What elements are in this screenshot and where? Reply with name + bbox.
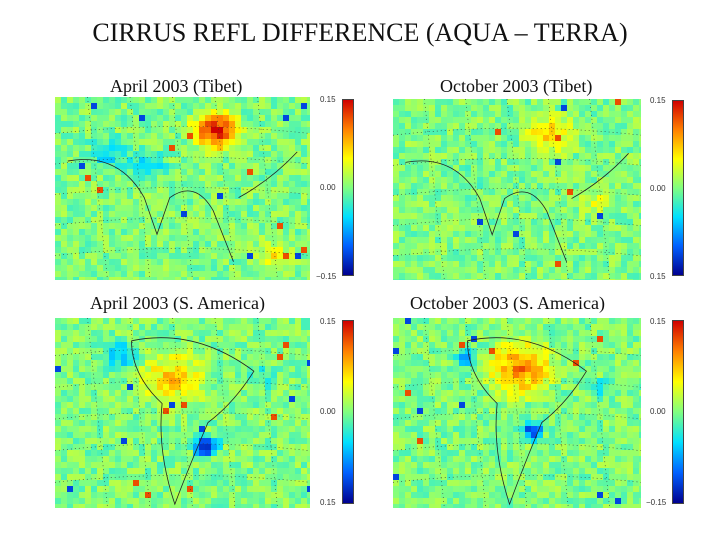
colorbar [672, 100, 684, 276]
panel-label: October 2003 (Tibet) [440, 76, 593, 96]
colorbar-mid-label: 0.00 [320, 183, 336, 192]
colorbar-mid-label: 0.00 [650, 184, 666, 193]
panel-label: April 2003 (Tibet) [110, 76, 243, 96]
map-field [393, 99, 641, 280]
colorbar-min-label: 0.15 [650, 272, 666, 281]
colorbar-min-label: −0.15 [646, 498, 667, 507]
map-field [55, 318, 310, 508]
colorbar-max-label: 0.15 [320, 95, 336, 104]
coastline [67, 151, 298, 262]
colorbar-max-label: 0.15 [650, 96, 666, 105]
panel-label: April 2003 (S. America) [90, 293, 265, 313]
colorbar-min-label: −0.15 [316, 272, 337, 281]
colorbar-max-label: 0.15 [320, 317, 336, 326]
map-image [393, 318, 641, 508]
map-field [393, 318, 641, 508]
colorbar-mid-label: 0.00 [320, 407, 336, 416]
colorbar-max-label: 0.15 [650, 317, 666, 326]
map-image [55, 318, 310, 508]
figure-title: CIRRUS REFL DIFFERENCE (AQUA – TERRA) [92, 18, 628, 47]
panel-label: October 2003 (S. America) [410, 293, 605, 313]
colorbar-min-label: 0.15 [320, 498, 336, 507]
coastline [131, 337, 255, 506]
colorbar [672, 320, 684, 504]
colorbar [342, 320, 354, 504]
map-image [55, 97, 310, 280]
coastline [405, 153, 629, 263]
map-image [393, 99, 641, 280]
map-field [55, 97, 310, 280]
colorbar [342, 99, 354, 276]
coastline [467, 337, 587, 506]
colorbar-mid-label: 0.00 [650, 407, 666, 416]
